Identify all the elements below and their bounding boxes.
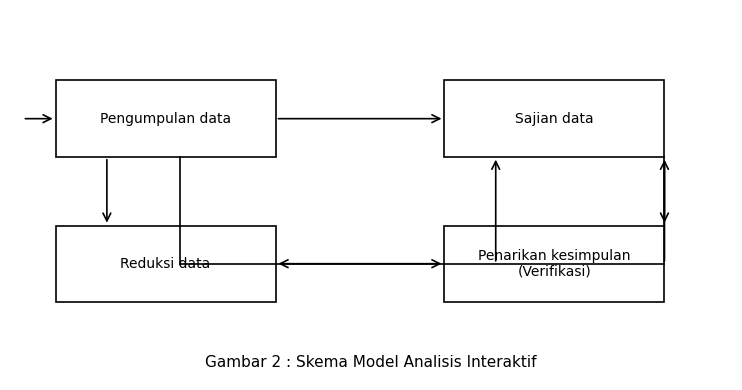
FancyBboxPatch shape [56,225,275,302]
Text: Sajian data: Sajian data [515,112,594,126]
FancyBboxPatch shape [56,80,275,157]
Text: Pengumpulan data: Pengumpulan data [100,112,232,126]
FancyBboxPatch shape [444,225,665,302]
Text: Penarikan kesimpulan
(Verifikasi): Penarikan kesimpulan (Verifikasi) [478,248,631,279]
Text: Reduksi data: Reduksi data [120,257,211,271]
FancyBboxPatch shape [444,80,665,157]
Text: Gambar 2 : Skema Model Analisis Interaktif: Gambar 2 : Skema Model Analisis Interakt… [206,355,536,370]
